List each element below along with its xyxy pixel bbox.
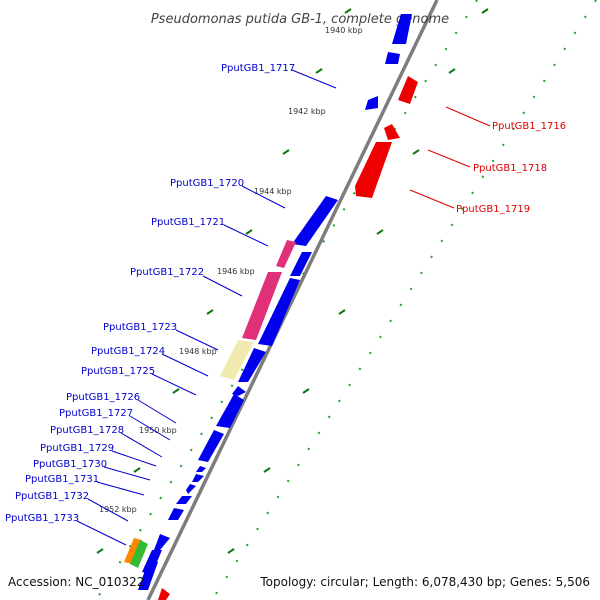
- gene-arrow[interactable]: [238, 348, 266, 382]
- gene-arrow[interactable]: [258, 278, 300, 346]
- gene-arrow[interactable]: [158, 588, 170, 600]
- gene-arrow[interactable]: [154, 534, 170, 550]
- gene-arrow[interactable]: [355, 142, 392, 198]
- gene-arrow[interactable]: [198, 430, 224, 462]
- leader-line: [291, 69, 337, 89]
- leader-line: [427, 149, 471, 168]
- gene-arrow[interactable]: [292, 196, 338, 246]
- gene-arrow[interactable]: [196, 466, 206, 472]
- leader-line: [241, 185, 286, 209]
- gene-arrow[interactable]: [276, 240, 296, 268]
- map-title: Pseudomonas putida GB-1, complete genome: [151, 12, 449, 27]
- gene-arrow[interactable]: [385, 52, 400, 64]
- kbp-ticks: 1940 kbp 1942 kbp 1944 kbp 1946 kbp 1948…: [99, 26, 363, 514]
- leader-line: [111, 450, 157, 467]
- gene-arrow[interactable]: [138, 562, 158, 590]
- gene-label[interactable]: PputGB1_1717: [221, 63, 295, 74]
- gene-arrow[interactable]: [176, 496, 192, 504]
- kbp-tick: 1944 kbp: [254, 187, 292, 196]
- leader-line: [129, 415, 171, 441]
- gene-label[interactable]: PputGB1_1728: [50, 425, 124, 436]
- gene-arrow[interactable]: [232, 386, 246, 396]
- leader-line: [76, 520, 127, 546]
- gene-arrow[interactable]: [168, 508, 184, 520]
- gene-label[interactable]: PputGB1_1720: [170, 178, 244, 189]
- gene-label[interactable]: PputGB1_1729: [40, 443, 114, 454]
- gene-arrow[interactable]: [130, 540, 148, 568]
- gene-arrow[interactable]: [192, 474, 204, 482]
- leader-line: [445, 106, 491, 127]
- kbp-tick: 1942 kbp: [288, 107, 326, 116]
- gene-arrow[interactable]: [384, 124, 400, 140]
- gene-arrow[interactable]: [242, 272, 282, 340]
- gene-label[interactable]: PputGB1_1731: [25, 474, 99, 485]
- gene-arrow[interactable]: [365, 96, 378, 110]
- topology-label: Topology: circular; Length: 6,078,430 bp…: [259, 575, 590, 589]
- gene-arrow[interactable]: [216, 394, 244, 428]
- leader-line: [223, 224, 269, 247]
- gene-label[interactable]: PputGB1_1719: [456, 204, 530, 215]
- leader-line: [161, 353, 209, 377]
- gene-arrow[interactable]: [398, 76, 418, 104]
- gene-label[interactable]: PputGB1_1718: [473, 163, 547, 174]
- leader-line: [87, 498, 129, 522]
- leader-line: [151, 373, 197, 396]
- leader-line: [175, 329, 219, 351]
- gene-label[interactable]: PputGB1_1723: [103, 322, 177, 333]
- gene-label[interactable]: PputGB1_1716: [492, 121, 566, 132]
- gene-arrow[interactable]: [186, 484, 196, 494]
- left-gene-labels: PputGB1_1717 PputGB1_1720 PputGB1_1721 P…: [5, 63, 337, 546]
- gene-label[interactable]: PputGB1_1730: [33, 459, 107, 470]
- gene-features: [124, 14, 418, 600]
- kbp-tick: 1950 kbp: [139, 426, 177, 435]
- gene-label[interactable]: PputGB1_1724: [91, 346, 165, 357]
- gene-arrow[interactable]: [220, 340, 254, 380]
- kbp-tick: 1948 kbp: [179, 347, 217, 356]
- leader-line: [409, 189, 455, 209]
- gene-arrow[interactable]: [290, 252, 312, 276]
- gene-arrow[interactable]: [392, 14, 412, 44]
- leader-line: [202, 275, 243, 297]
- kbp-tick: 1946 kbp: [217, 267, 255, 276]
- leader-line: [103, 466, 151, 481]
- accession-label: Accession: NC_010322: [8, 575, 144, 589]
- strand-ticks: [96, 8, 489, 554]
- gene-label[interactable]: PputGB1_1727: [59, 408, 133, 419]
- gene-label[interactable]: PputGB1_1725: [81, 366, 155, 377]
- leader-line: [120, 432, 163, 458]
- gene-label[interactable]: PputGB1_1726: [66, 392, 140, 403]
- genome-backbone: [146, 0, 439, 600]
- gene-label[interactable]: PputGB1_1721: [151, 217, 225, 228]
- gene-arrow[interactable]: [124, 538, 142, 564]
- gene-label[interactable]: PputGB1_1732: [15, 491, 89, 502]
- kbp-tick: 1940 kbp: [325, 26, 363, 35]
- leader-line: [137, 399, 177, 424]
- gene-label[interactable]: PputGB1_1722: [130, 267, 204, 278]
- leader-line: [96, 481, 145, 496]
- right-gene-labels: PputGB1_1716 PputGB1_1718 PputGB1_1719: [409, 106, 566, 215]
- gene-label[interactable]: PputGB1_1733: [5, 513, 79, 524]
- kbp-tick: 1952 kbp: [99, 505, 137, 514]
